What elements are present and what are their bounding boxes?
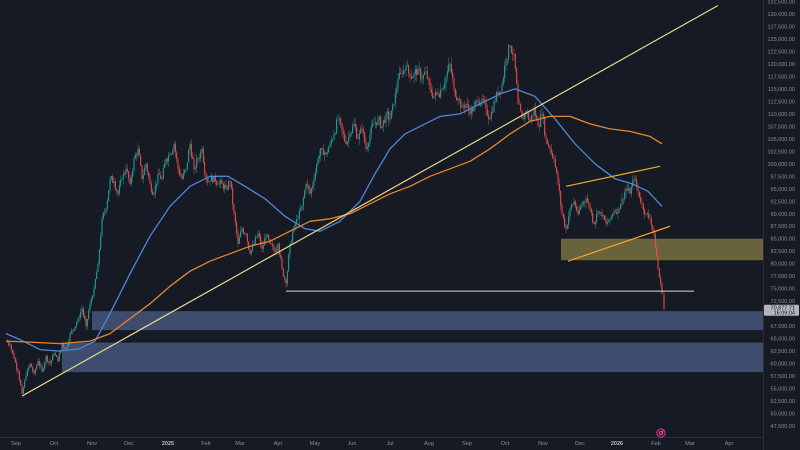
- price-axis-label: 60,000.00: [771, 362, 795, 368]
- zone-1[interactable]: [92, 311, 763, 331]
- time-axis-label: 2026: [611, 441, 623, 447]
- price-axis-label: 110,000.00: [768, 112, 795, 118]
- price-axis-label: 80,000.00: [771, 262, 795, 268]
- time-axis-label: Feb: [651, 441, 660, 447]
- price-axis-label: 77,500.00: [771, 274, 795, 280]
- time-axis-label: 2025: [162, 441, 174, 447]
- price-axis-label: 75,000.00: [771, 287, 795, 293]
- time-axis-label: Dec: [575, 441, 585, 447]
- price-axis-label: 115,000.00: [768, 87, 795, 93]
- candles-layer: [6, 44, 665, 395]
- time-axis-label: Jul: [386, 441, 393, 447]
- price-axis-label: 90,000.00: [771, 212, 795, 218]
- time-axis-label: Mar: [235, 441, 245, 447]
- candle-countdown: 16:09:04: [774, 310, 795, 316]
- bear-flag-upper-line[interactable]: [565, 165, 661, 187]
- price-axis-label: 132,500.00: [767, 0, 795, 6]
- last-price-tag-bg: [764, 304, 799, 316]
- price-axis-bg[interactable]: [763, 0, 800, 450]
- price-axis-label: 125,000.00: [767, 37, 795, 43]
- price-axis-label: 82,500.00: [771, 249, 795, 255]
- bear-flag-lower-line[interactable]: [567, 225, 671, 262]
- price-axis-label: 50,000.00: [771, 412, 795, 418]
- time-axis-label: Apr: [725, 441, 734, 447]
- price-axis-label: 122,500.00: [767, 49, 795, 55]
- price-axis-label: 87,500.00: [771, 224, 795, 230]
- drawings-layer[interactable]: [21, 4, 719, 397]
- last-price-value: 70,877.71: [771, 305, 795, 311]
- time-axis-label: Apr: [274, 441, 283, 447]
- event-marker-icon[interactable]: [656, 428, 666, 438]
- price-axis-label: 112,500.00: [768, 99, 795, 105]
- zones-layer: [62, 238, 763, 373]
- time-axis-label: Dec: [124, 441, 134, 447]
- price-axis-label: 47,500.00: [771, 424, 795, 430]
- time-axis-label: Nov: [87, 441, 97, 447]
- price-axis-label: 130,000.00: [767, 12, 795, 18]
- time-axis-label: Sep: [11, 441, 21, 447]
- price-axis-label: 85,000.00: [771, 237, 795, 243]
- price-axis-label: 62,500.00: [771, 349, 795, 355]
- time-axis[interactable]: Sep Oct Nov Dec 2025 Feb Mar Apr May Jun Jul Aug Sep…: [11, 441, 733, 447]
- price-axis-label: 67,500.00: [771, 324, 795, 330]
- time-axis-label: Aug: [424, 441, 434, 447]
- moving-averages-layer: [5, 88, 663, 352]
- time-axis-label: May: [310, 441, 321, 447]
- price-axis-label: 102,500.00: [767, 149, 795, 155]
- price-axis-label: 72,500.00: [771, 299, 795, 305]
- price-axis-label: 127,500.00: [767, 24, 795, 30]
- price-axis-label: 97,500.00: [771, 174, 795, 180]
- price-axis-label: 95,000.00: [771, 187, 795, 193]
- time-axis-label: Mar: [685, 441, 695, 447]
- price-axis-label: 107,500.00: [767, 124, 795, 130]
- price-axis[interactable]: 47,500.00 50,000.00 52,500.00 55,000.00 57,5…: [767, 0, 795, 430]
- time-axis-label: Sep: [462, 441, 472, 447]
- time-axis-label: Nov: [538, 441, 548, 447]
- ma-blue-line: [5, 88, 663, 352]
- price-axis-label: 57,500.00: [771, 374, 795, 380]
- price-axis-label: 105,000.00: [767, 137, 795, 143]
- time-axis-label: Oct: [50, 441, 59, 447]
- price-axis-label: 52,500.00: [771, 399, 795, 405]
- time-axis-label: Oct: [501, 441, 510, 447]
- time-axis-label: Feb: [201, 441, 210, 447]
- time-axis-label: Jun: [348, 441, 357, 447]
- price-axis-label: 117,500.00: [768, 74, 795, 80]
- price-axis-label: 120,000.00: [767, 62, 795, 68]
- long-term-ascending-trendline[interactable]: [21, 4, 719, 397]
- price-axis-label: 55,000.00: [771, 387, 795, 393]
- zone-2[interactable]: [62, 342, 763, 373]
- zone-0[interactable]: [561, 238, 763, 261]
- price-axis-label: 100,000.00: [767, 162, 795, 168]
- ma-orange-line: [5, 115, 663, 345]
- price-axis-label: 65,000.00: [771, 337, 795, 343]
- price-axis-label: 92,500.00: [771, 199, 795, 205]
